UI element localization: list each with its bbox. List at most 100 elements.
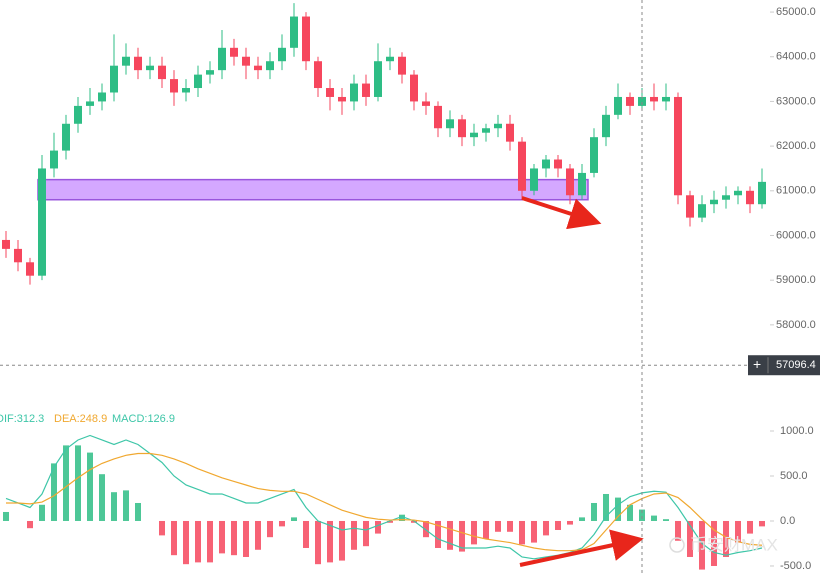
candle-body <box>74 105 82 124</box>
candle-body <box>206 70 214 75</box>
macd-bar <box>495 520 501 532</box>
y-tick-label: 65000.0 <box>776 6 816 18</box>
macd-bar <box>471 520 477 545</box>
arrow <box>521 196 602 230</box>
macd-bar <box>399 514 405 521</box>
macd-bar <box>279 520 285 527</box>
candle-body <box>290 16 298 48</box>
candle-body <box>638 96 646 106</box>
y-tick-label: 0.0 <box>780 515 795 527</box>
macd-bar <box>639 509 645 521</box>
candle-body <box>746 190 754 205</box>
crosshair-label-box <box>748 355 820 376</box>
macd-bar <box>519 520 525 545</box>
candle-body <box>26 262 34 276</box>
macd-bar <box>531 520 537 543</box>
macd-bar <box>159 520 165 536</box>
crosshair-label: 57096.4 <box>776 359 816 371</box>
macd-bar <box>699 520 705 570</box>
candle-body <box>566 168 574 196</box>
macd-bar <box>447 520 453 550</box>
macd-bar <box>63 445 69 521</box>
macd-bar <box>435 520 441 548</box>
candle-body <box>374 61 382 97</box>
candle-body <box>2 239 10 249</box>
candle-body <box>302 16 310 62</box>
macd-bar <box>627 504 633 521</box>
y-tick-label: 58000.0 <box>776 319 816 331</box>
macd-bar <box>411 520 417 523</box>
macd-bar <box>183 520 189 565</box>
candle-body <box>482 128 490 133</box>
candle-body <box>170 79 178 93</box>
candle-body <box>434 105 442 129</box>
candle-body <box>614 96 622 115</box>
macd-bar <box>675 520 681 541</box>
candle-body <box>458 119 466 138</box>
macd-bar <box>231 520 237 556</box>
candle-body <box>386 56 394 62</box>
macd-bar <box>99 474 105 521</box>
macd-bar <box>171 520 177 556</box>
macd-bar <box>375 520 381 534</box>
candle-body <box>734 190 742 196</box>
crosshair-plus: + <box>753 356 761 372</box>
candle-body <box>350 83 358 102</box>
macd-bar <box>543 520 549 536</box>
macd-bar <box>207 520 213 563</box>
legend-dea: DEA:248.9 <box>54 413 107 425</box>
candle-body <box>542 159 550 169</box>
watermark: 币安财MAX <box>690 535 778 554</box>
candle-body <box>518 141 526 191</box>
macd-bar <box>747 520 753 534</box>
macd-bar <box>483 520 489 539</box>
macd-bar <box>591 502 597 521</box>
macd-bar <box>75 445 81 521</box>
candle-body <box>758 181 766 205</box>
macd-bar <box>459 520 465 552</box>
macd-bar <box>111 492 117 521</box>
candle-body <box>362 83 370 97</box>
candle-body <box>554 159 562 169</box>
macd-bar <box>735 520 741 543</box>
candle-body <box>590 137 598 173</box>
macd-bar <box>255 520 261 550</box>
macd-bar <box>351 520 357 550</box>
macd-line <box>6 452 763 552</box>
candle-body <box>338 96 346 102</box>
macd-bar <box>507 520 513 532</box>
candle-body <box>62 123 70 151</box>
macd-bar <box>303 520 309 548</box>
candle-body <box>122 56 130 66</box>
candle-body <box>650 96 658 102</box>
macd-bar <box>243 520 249 557</box>
candle-body <box>530 168 538 191</box>
candle-body <box>506 123 514 142</box>
macd-bar <box>711 520 717 566</box>
candle-body <box>662 96 670 102</box>
candle-body <box>98 92 106 102</box>
y-tick-label: 62000.0 <box>776 140 816 152</box>
candle-body <box>626 96 634 106</box>
y-tick-label: 63000.0 <box>776 95 816 107</box>
macd-bar <box>723 520 729 557</box>
macd-bar <box>135 502 141 521</box>
macd-panel: 1000.0 500.0 0.0 -500.0 <box>3 425 814 572</box>
macd-bar <box>663 519 669 521</box>
price-panel: 58000.0 59000.0 60000.0 61000.0 62000.0 63000… <box>0 3 820 376</box>
candle-body <box>314 61 322 89</box>
macd-bar <box>363 520 369 547</box>
macd-bar <box>87 452 93 521</box>
macd-line <box>5 434 763 560</box>
arrow <box>519 529 644 567</box>
macd-bar <box>39 504 45 521</box>
candle-body <box>398 56 406 75</box>
y-tick-label: 61000.0 <box>776 185 816 197</box>
candle-body <box>110 65 118 93</box>
candle-body <box>266 61 274 71</box>
legend-dif: DIF:312.3 <box>0 413 44 425</box>
candle-body <box>722 195 730 200</box>
candle-body <box>134 56 142 71</box>
macd-bar <box>423 520 429 538</box>
